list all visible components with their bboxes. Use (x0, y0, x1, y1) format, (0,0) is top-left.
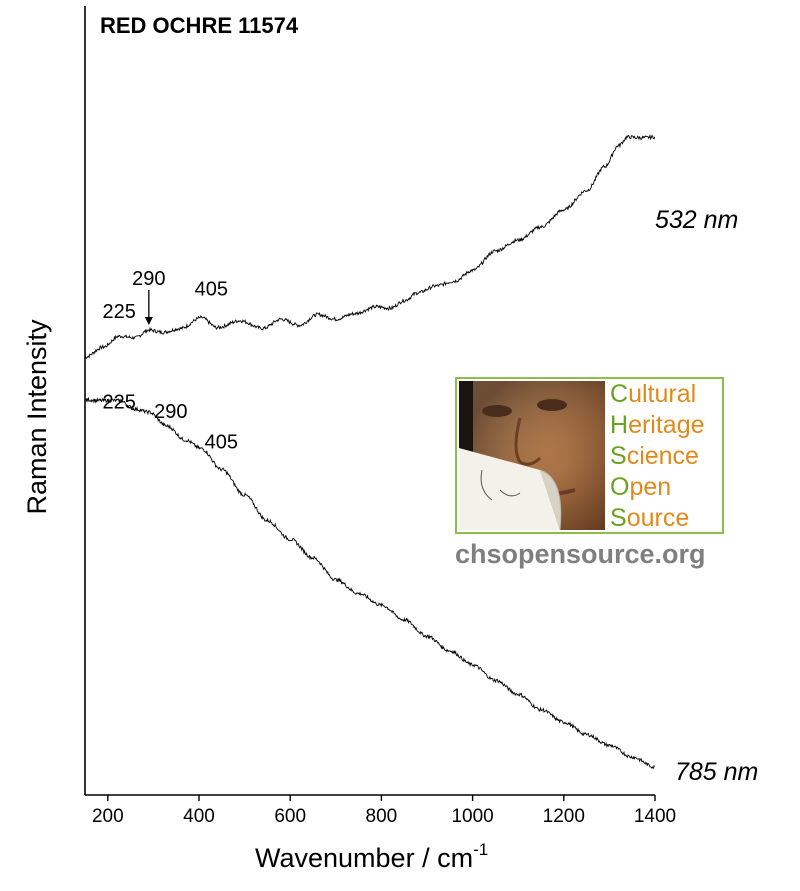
series-layer (84, 134, 656, 770)
peak-label-225: 225 (103, 301, 136, 323)
x-tick-label: 1400 (634, 806, 676, 827)
logo-word: Heritage (610, 411, 705, 439)
portrait-image (459, 381, 605, 531)
series-label-532: 532 nm (655, 206, 738, 234)
y-axis-label: Raman Intensity (22, 319, 52, 515)
series-line-785nm (84, 396, 656, 770)
x-tick-label: 600 (274, 806, 306, 827)
x-tick-label: 1200 (543, 806, 585, 827)
peeling-corner (459, 448, 560, 530)
peak-label-290: 290 (132, 268, 165, 290)
peak-label-225: 225 (103, 392, 136, 414)
x-tick-label: 1000 (451, 806, 493, 827)
series-label-785: 785 nm (675, 758, 758, 786)
x-tick-label: 200 (92, 806, 124, 827)
peak-annotations: 225 290 405 225 290 405 (103, 268, 238, 454)
peak-arrowhead (144, 317, 153, 325)
peak-label-405: 405 (195, 279, 228, 301)
x-axis-ticks: 200 400 600 800 1000 1200 1400 (92, 795, 676, 827)
portrait-right-eye (537, 399, 567, 411)
logo-url[interactable]: chsopensource.org (455, 539, 706, 569)
x-tick-label: 800 (366, 806, 398, 827)
chs-logo[interactable]: Cultural Heritage Science Open Source chsope… (455, 377, 724, 569)
logo-word: Science (610, 442, 699, 470)
logo-word: Source (610, 504, 689, 532)
logo-words: Cultural Heritage Science Open Source (610, 380, 705, 532)
peak-label-290: 290 (154, 401, 187, 423)
series-line-532nm (84, 134, 656, 360)
x-tick-label: 400 (183, 806, 215, 827)
peak-label-405: 405 (205, 432, 238, 454)
logo-word: Cultural (610, 380, 696, 408)
portrait-left-eye (482, 405, 512, 417)
chart-title: RED OCHRE 11574 (100, 13, 299, 38)
logo-word: Open (610, 473, 671, 501)
x-axis-label: Wavenumber / cm-1 (255, 840, 488, 873)
